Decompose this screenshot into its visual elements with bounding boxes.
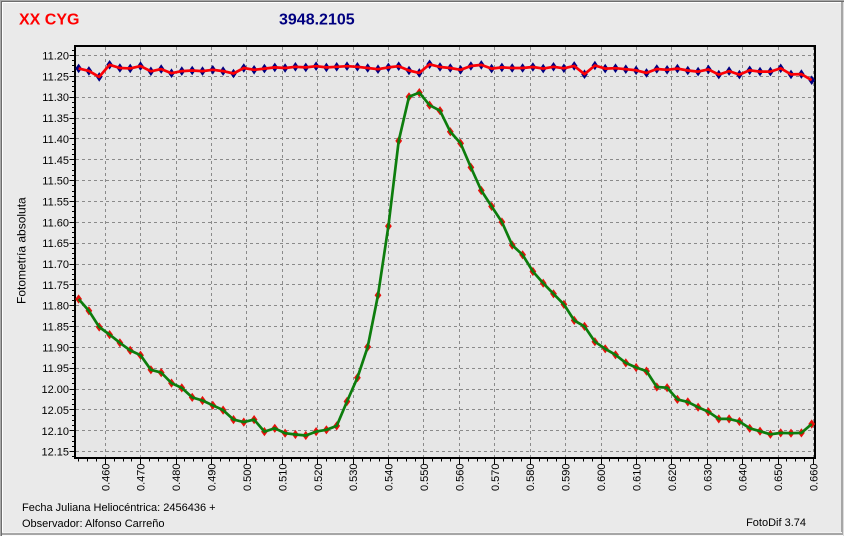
svg-text:11.20: 11.20 <box>42 51 69 63</box>
svg-text:0.570: 0.570 <box>490 463 502 491</box>
svg-text:11.40: 11.40 <box>42 134 69 146</box>
svg-text:0.630: 0.630 <box>702 463 714 491</box>
svg-text:0.470: 0.470 <box>136 463 148 491</box>
svg-text:0.580: 0.580 <box>525 463 537 491</box>
svg-text:0.510: 0.510 <box>277 463 289 491</box>
svg-text:0.530: 0.530 <box>348 463 360 491</box>
svg-text:11.60: 11.60 <box>42 217 69 229</box>
svg-text:11.80: 11.80 <box>42 301 69 313</box>
svg-text:11.25: 11.25 <box>42 71 69 83</box>
svg-text:0.500: 0.500 <box>242 463 254 491</box>
svg-text:12.00: 12.00 <box>41 384 69 396</box>
svg-text:11.75: 11.75 <box>42 280 69 292</box>
svg-text:11.35: 11.35 <box>42 113 69 125</box>
svg-text:12.05: 12.05 <box>41 405 69 417</box>
svg-text:0.660: 0.660 <box>809 463 821 491</box>
svg-text:11.65: 11.65 <box>42 238 69 250</box>
svg-text:12.10: 12.10 <box>41 426 69 438</box>
svg-text:11.45: 11.45 <box>42 155 69 167</box>
svg-text:0.600: 0.600 <box>596 463 608 491</box>
svg-text:0.460: 0.460 <box>100 463 112 491</box>
svg-text:0.560: 0.560 <box>454 463 466 491</box>
svg-text:XX CYG: XX CYG <box>19 12 79 29</box>
svg-text:3948.2105: 3948.2105 <box>279 12 355 29</box>
svg-text:FotoDif 3.74: FotoDif 3.74 <box>746 517 806 529</box>
svg-text:12.15: 12.15 <box>41 447 69 459</box>
svg-text:Observador: Alfonso Carreño: Observador: Alfonso Carreño <box>22 518 164 530</box>
svg-text:0.550: 0.550 <box>419 463 431 491</box>
svg-text:11.50: 11.50 <box>42 176 69 188</box>
svg-text:0.490: 0.490 <box>207 463 219 491</box>
svg-text:11.55: 11.55 <box>42 197 69 209</box>
svg-text:0.610: 0.610 <box>631 463 643 491</box>
svg-text:0.640: 0.640 <box>738 463 750 491</box>
svg-text:Fecha Juliana Heliocéntrica: 2: Fecha Juliana Heliocéntrica: 2456436 + <box>22 502 216 514</box>
svg-text:11.30: 11.30 <box>42 92 69 104</box>
svg-text:Fotometría absoluta: Fotometría absoluta <box>15 197 29 304</box>
svg-text:11.85: 11.85 <box>42 322 69 334</box>
svg-text:11.95: 11.95 <box>42 363 69 375</box>
svg-text:0.620: 0.620 <box>667 463 679 491</box>
svg-text:0.480: 0.480 <box>171 463 183 491</box>
svg-text:0.540: 0.540 <box>384 463 396 491</box>
svg-text:11.70: 11.70 <box>42 259 69 271</box>
svg-text:0.590: 0.590 <box>561 463 573 491</box>
svg-text:0.520: 0.520 <box>313 463 325 491</box>
svg-text:0.650: 0.650 <box>773 463 785 491</box>
svg-text:11.90: 11.90 <box>42 342 69 354</box>
